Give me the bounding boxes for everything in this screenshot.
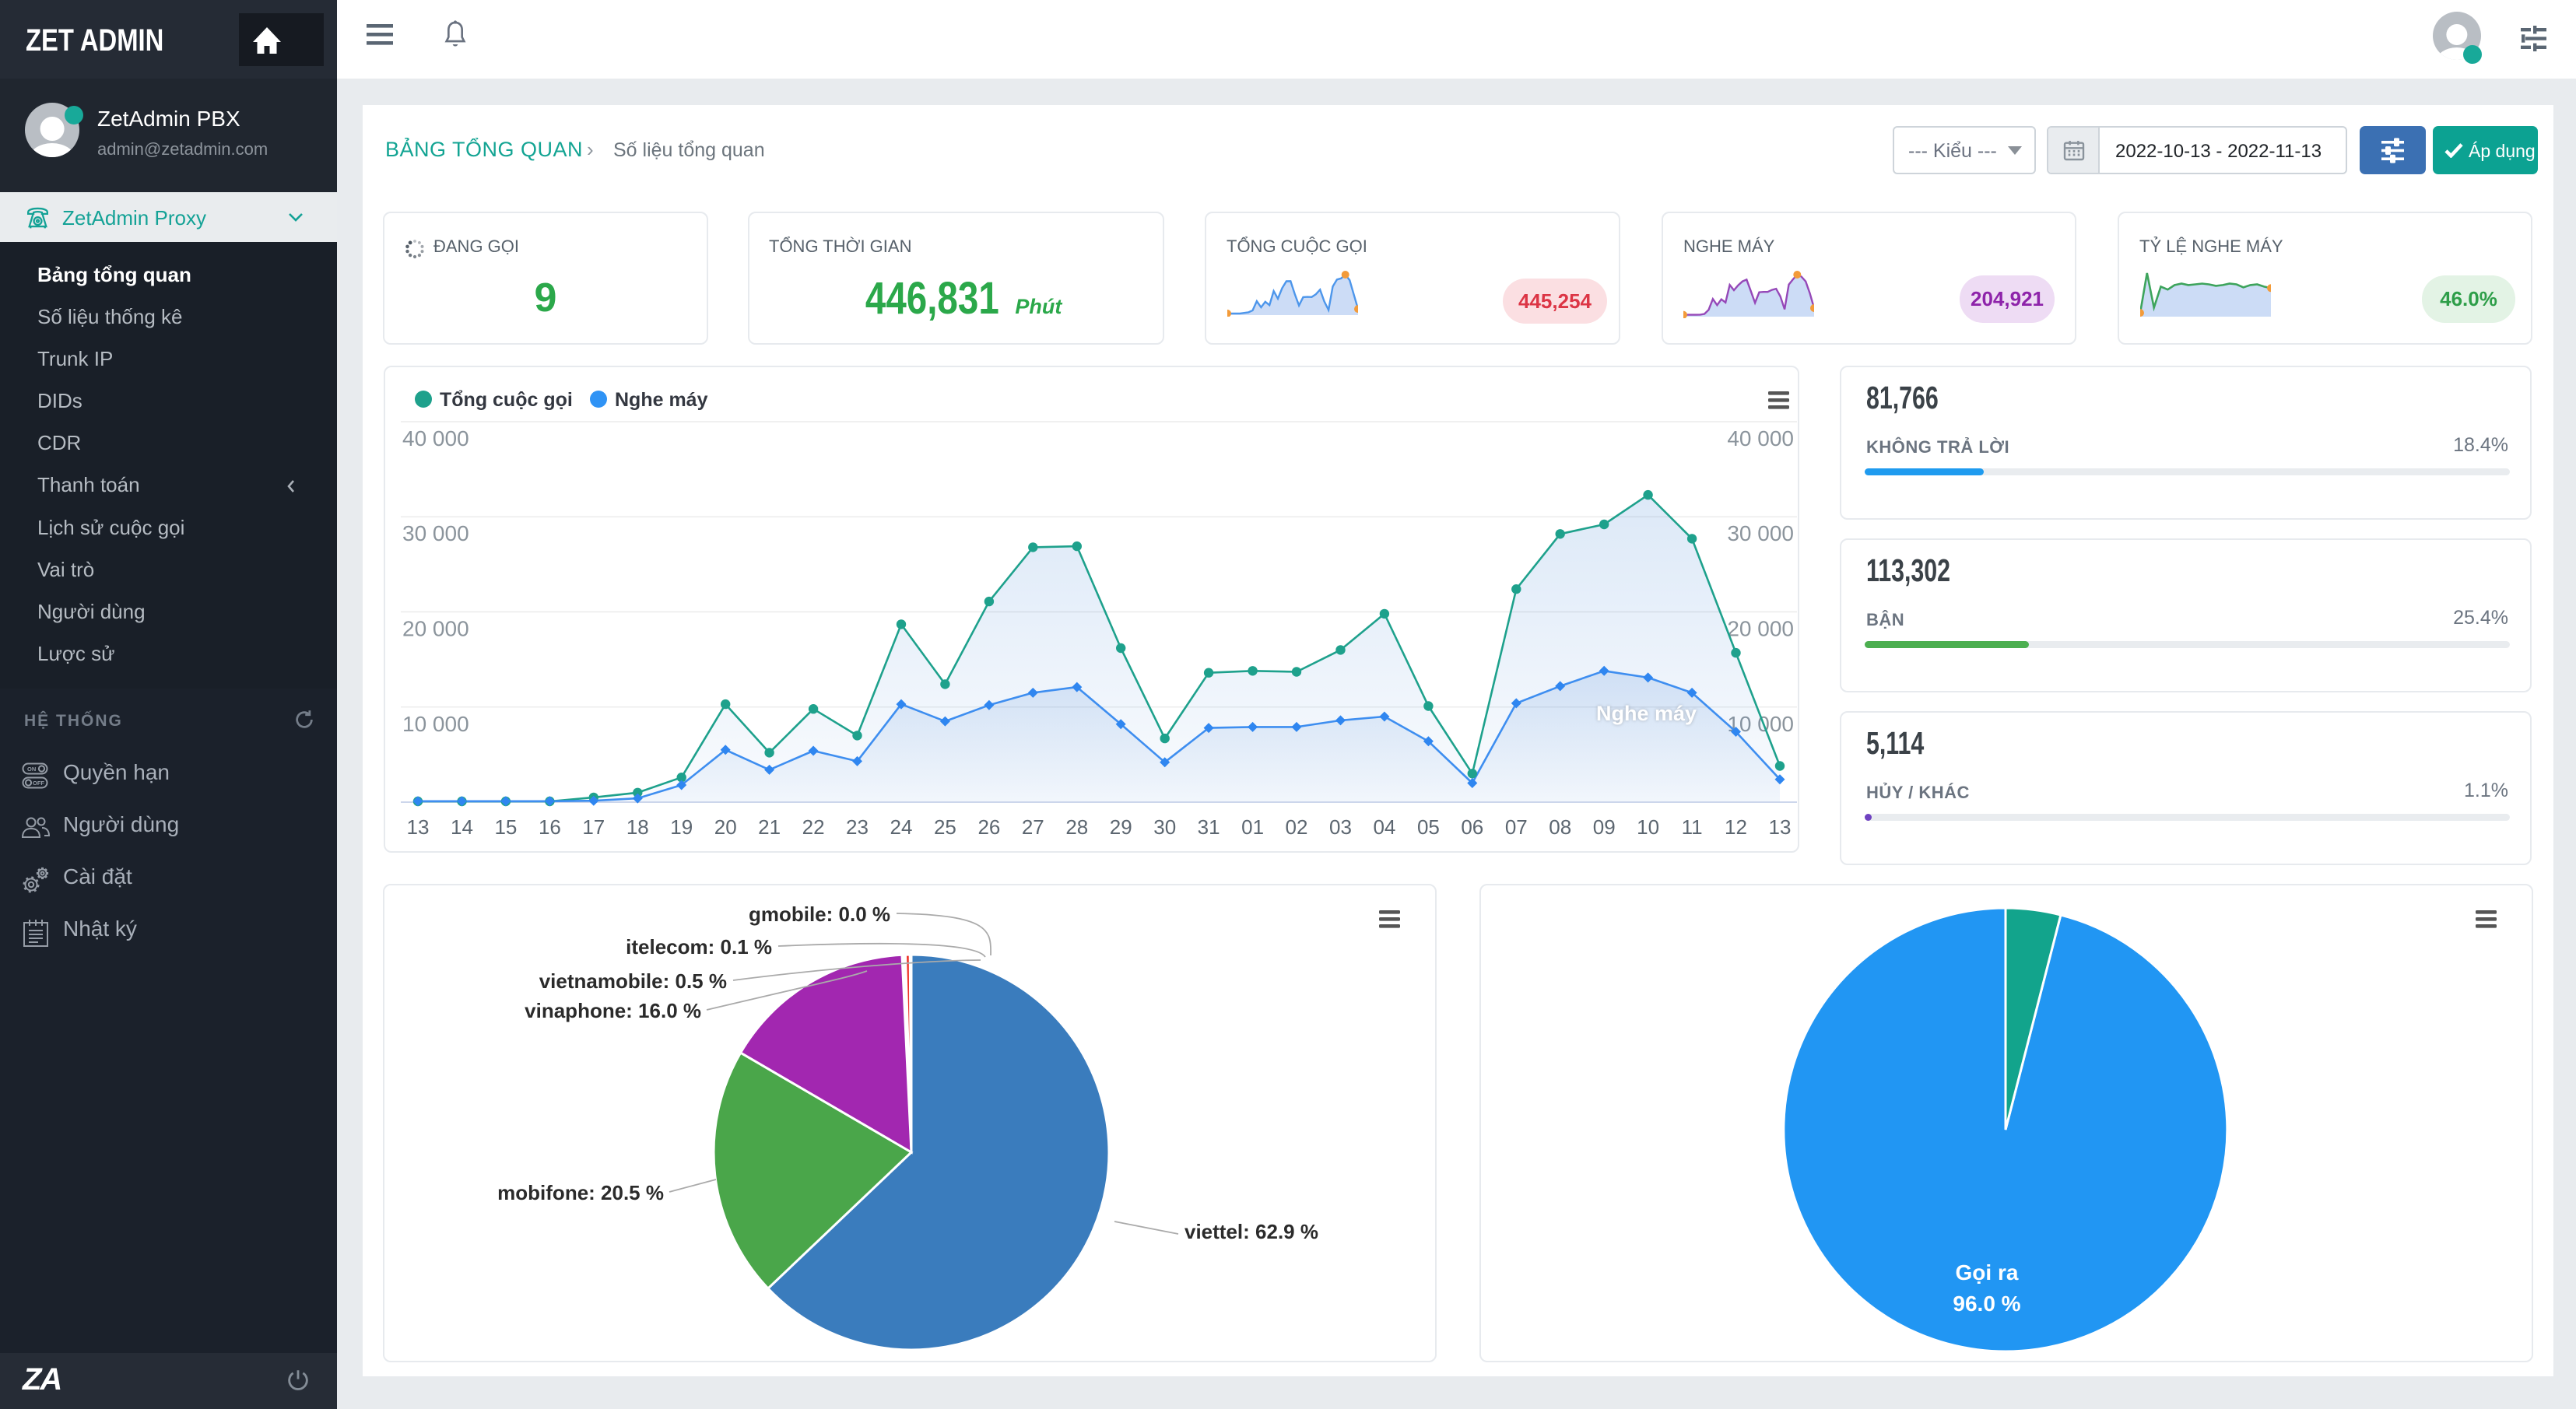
svg-text:29: 29 <box>1110 815 1132 839</box>
svg-text:16: 16 <box>539 815 561 839</box>
svg-text:15: 15 <box>494 815 517 839</box>
svg-text:30 000: 30 000 <box>402 521 469 545</box>
svg-text:07: 07 <box>1505 815 1528 839</box>
svg-text:03: 03 <box>1329 815 1352 839</box>
svg-text:40 000: 40 000 <box>1727 426 1794 450</box>
svg-text:27: 27 <box>1022 815 1044 839</box>
svg-text:14: 14 <box>451 815 473 839</box>
svg-text:21: 21 <box>758 815 781 839</box>
svg-text:OFF: OFF <box>33 780 44 787</box>
svg-text:Gọi ra: Gọi ra <box>1956 1260 2019 1285</box>
svg-text:30: 30 <box>1153 815 1176 839</box>
svg-text:Nghe máy: Nghe máy <box>1596 702 1697 725</box>
svg-text:25: 25 <box>934 815 956 839</box>
svg-text:Tổng cuộc gọi: Tổng cuộc gọi <box>440 389 573 411</box>
svg-text:08: 08 <box>1549 815 1571 839</box>
svg-text:19: 19 <box>670 815 693 839</box>
svg-text:09: 09 <box>1593 815 1616 839</box>
svg-text:05: 05 <box>1417 815 1440 839</box>
svg-text:31: 31 <box>1198 815 1220 839</box>
svg-text:20 000: 20 000 <box>1727 617 1794 641</box>
svg-text:06: 06 <box>1461 815 1483 839</box>
svg-text:28: 28 <box>1065 815 1088 839</box>
svg-text:22: 22 <box>802 815 825 839</box>
svg-text:24: 24 <box>890 815 913 839</box>
svg-text:ON: ON <box>27 766 36 773</box>
svg-text:30 000: 30 000 <box>1727 521 1794 545</box>
svg-text:40 000: 40 000 <box>402 426 469 450</box>
svg-text:26: 26 <box>977 815 1000 839</box>
svg-text:mobifone: 20.5 %: mobifone: 20.5 % <box>497 1181 664 1204</box>
svg-text:Nghe máy: Nghe máy <box>615 389 708 411</box>
svg-text:20 000: 20 000 <box>402 617 469 641</box>
svg-text:01: 01 <box>1241 815 1264 839</box>
svg-text:gmobile: 0.0 %: gmobile: 0.0 % <box>749 903 890 926</box>
svg-text:10: 10 <box>1637 815 1659 839</box>
svg-text:viettel: 62.9 %: viettel: 62.9 % <box>1184 1220 1318 1243</box>
svg-text:vietnamobile: 0.5 %: vietnamobile: 0.5 % <box>539 969 727 993</box>
svg-text:02: 02 <box>1286 815 1308 839</box>
svg-text:10 000: 10 000 <box>402 712 469 736</box>
svg-text:13: 13 <box>1769 815 1792 839</box>
svg-text:18: 18 <box>626 815 649 839</box>
svg-text:20: 20 <box>714 815 737 839</box>
svg-text:itelecom: 0.1 %: itelecom: 0.1 % <box>626 935 772 959</box>
svg-text:17: 17 <box>582 815 605 839</box>
svg-text:vinaphone: 16.0 %: vinaphone: 16.0 % <box>525 999 701 1022</box>
svg-text:04: 04 <box>1373 815 1395 839</box>
svg-text:11: 11 <box>1682 815 1703 839</box>
svg-text:96.0 %: 96.0 % <box>1953 1292 2020 1316</box>
svg-text:12: 12 <box>1725 815 1747 839</box>
svg-text:23: 23 <box>846 815 869 839</box>
svg-text:13: 13 <box>407 815 430 839</box>
